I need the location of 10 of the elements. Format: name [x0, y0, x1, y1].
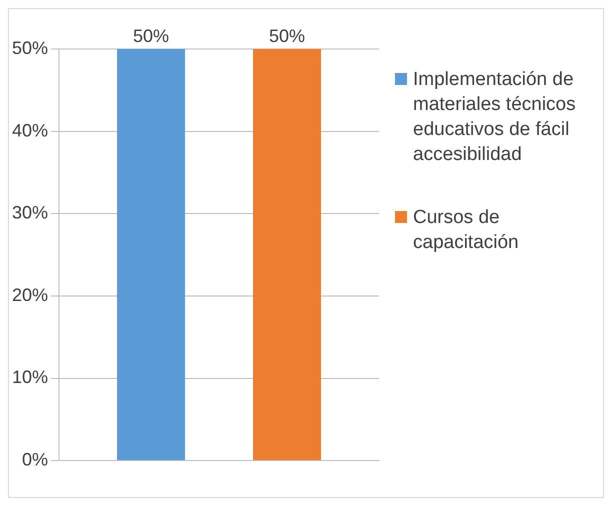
data-label: 50%: [268, 26, 306, 46]
y-tick-label: 40%: [12, 120, 48, 140]
legend-label: Implementación de materiales técnicos educativos de fácil accesibilidad: [413, 68, 577, 167]
y-tick-label: 30%: [12, 202, 48, 223]
y-tick-label: 10%: [12, 367, 48, 388]
data-label: 50%: [133, 26, 170, 46]
y-tick-label: 0%: [22, 450, 48, 470]
y-tick-label: 50%: [12, 38, 48, 58]
legend-label: Cursos de capacitación: [413, 206, 520, 255]
y-tick-label: 20%: [12, 284, 48, 305]
